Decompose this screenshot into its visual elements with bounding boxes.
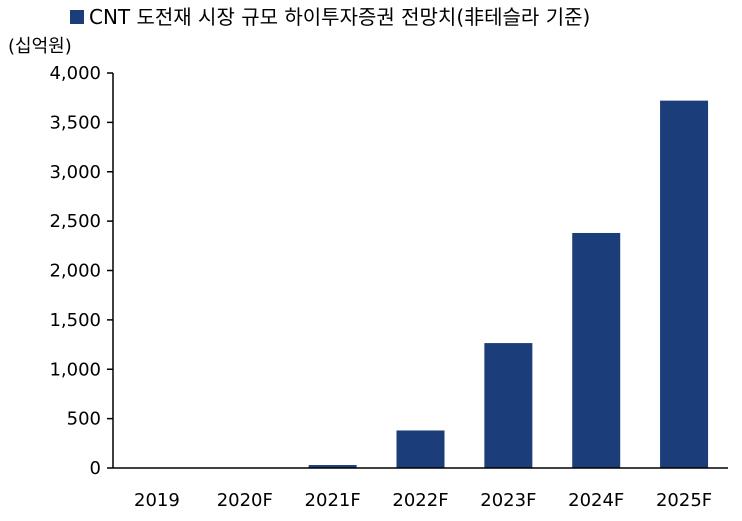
y-axis-ticks: 0 500 1,000 1,500 2,000 2,500 3,000 3,500 4,000 [49,63,113,479]
y-tick-label: 500 [67,409,101,430]
bar-2023F [484,343,533,468]
y-tick-label: 0 [90,458,101,479]
x-tick-label: 2021F [305,490,361,511]
x-tick-label: 2024F [568,490,624,511]
bars [220,100,709,469]
bar-2022F [396,430,445,468]
x-tick-label: 2023F [480,490,536,511]
x-tick-label: 2022F [392,490,448,511]
y-tick-label: 1,500 [49,310,101,331]
legend-text: CNT 도전재 시장 규모 하이투자증권 전망치(非테슬라 기준) [89,5,590,29]
y-tick-label: 2,000 [49,261,101,282]
x-tick-label: 2019 [134,490,180,511]
y-tick-label: 3,500 [49,112,101,133]
x-axis-labels: 2019 2020F 2021F 2022F 2023F 2024F 2025F [134,490,712,511]
bar-2024F [572,232,621,468]
y-tick-label: 2,500 [49,211,101,232]
bar-2025F [660,100,709,469]
bar-2021F [308,465,357,468]
legend: CNT 도전재 시장 규모 하이투자증권 전망치(非테슬라 기준) [70,5,590,29]
y-tick-label: 1,000 [49,359,101,380]
unit-label: (십억원) [8,36,72,57]
legend-swatch [70,10,84,24]
x-tick-label: 2020F [217,490,273,511]
y-tick-label: 3,000 [49,162,101,183]
x-tick-label: 2025F [656,490,712,511]
y-tick-label: 4,000 [49,63,101,84]
